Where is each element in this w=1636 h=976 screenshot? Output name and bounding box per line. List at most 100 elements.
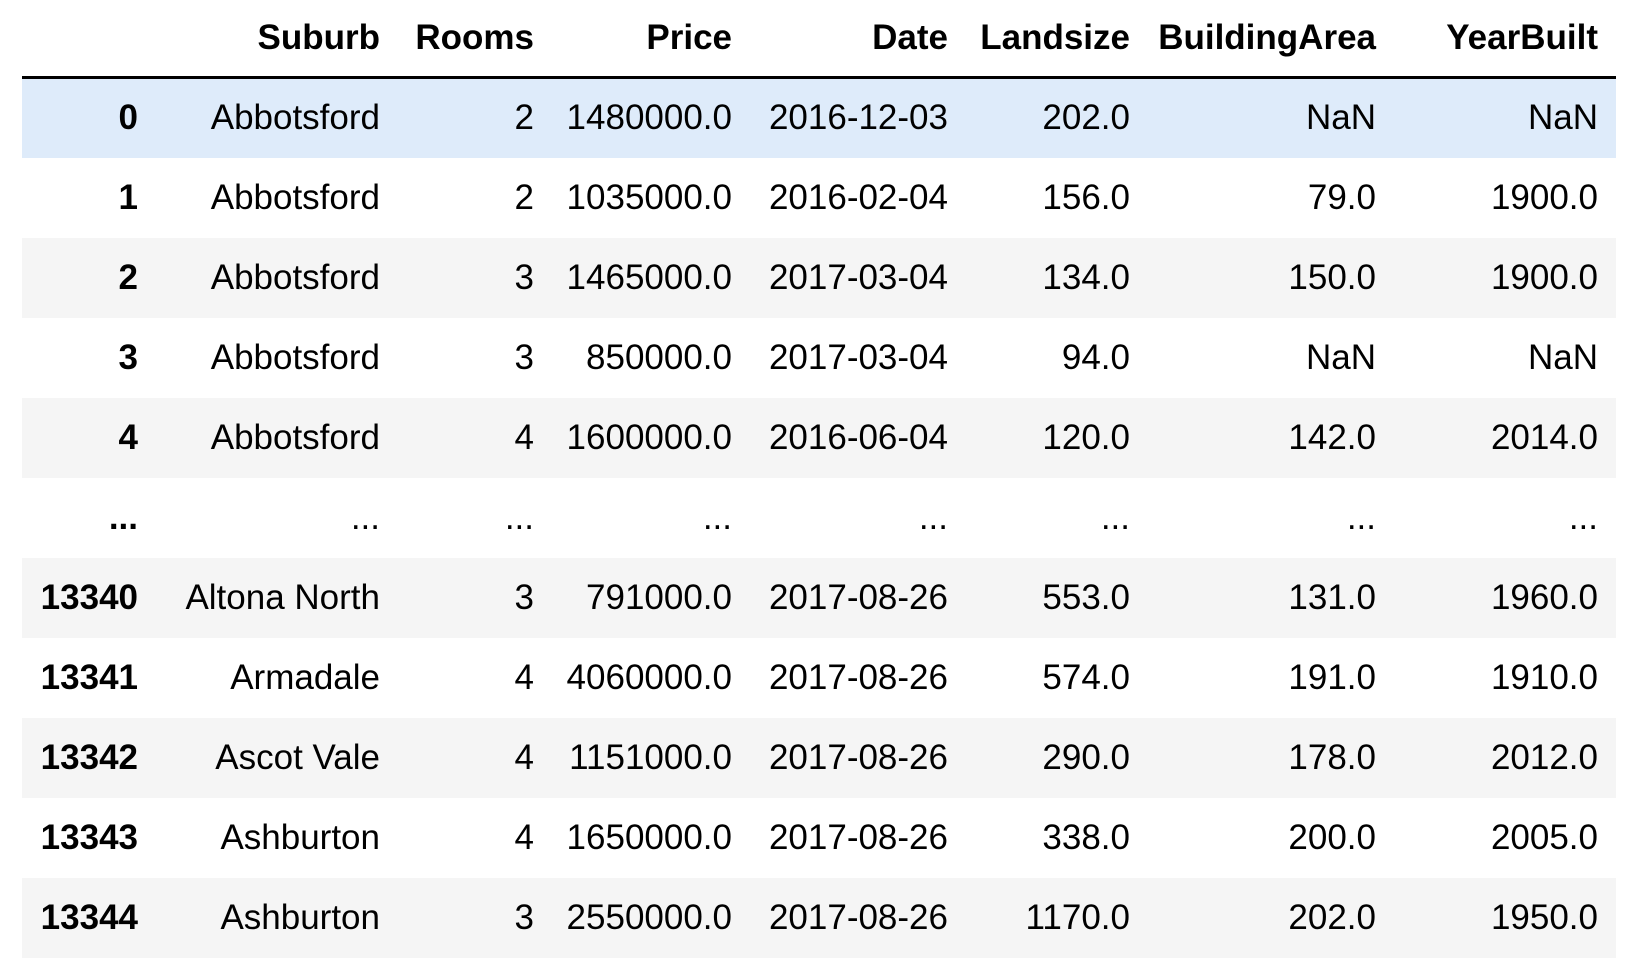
dataframe-output: Suburb Rooms Price Date Landsize Buildin… (22, 0, 1616, 958)
cell-rooms: 4 (514, 817, 534, 857)
dataframe-table: Suburb Rooms Price Date Landsize Buildin… (22, 0, 1616, 958)
cell-price: 1465000.0 (566, 257, 732, 297)
cell-buildingarea: 142.0 (1288, 417, 1376, 457)
cell-landsize: 553.0 (1042, 577, 1130, 617)
cell-yearbuilt: 2012.0 (1490, 737, 1598, 777)
cell-landsize: 120.0 (1042, 417, 1130, 457)
header-row: Suburb Rooms Price Date Landsize Buildin… (22, 0, 1616, 79)
cell-yearbuilt: 1900.0 (1490, 257, 1598, 297)
cell-buildingarea: 200.0 (1288, 817, 1376, 857)
cell-buildingarea: 191.0 (1288, 657, 1376, 697)
cell-suburb: Abbotsford (210, 257, 380, 297)
cell-date: ... (918, 497, 948, 537)
cell-landsize: 134.0 (1042, 257, 1130, 297)
row-index: 13344 (40, 897, 138, 937)
cell-date: 2017-03-04 (768, 257, 948, 297)
cell-yearbuilt: 1950.0 (1490, 897, 1598, 937)
cell-landsize: 574.0 (1042, 657, 1130, 697)
cell-buildingarea: 131.0 (1288, 577, 1376, 617)
cell-date: 2017-08-26 (768, 577, 948, 617)
cell-date: 2017-08-26 (768, 897, 948, 937)
cell-buildingarea: 178.0 (1288, 737, 1376, 777)
cell-rooms: 2 (514, 98, 534, 138)
cell-rooms: 2 (514, 177, 534, 217)
cell-price: 1151000.0 (569, 737, 732, 777)
cell-yearbuilt: NaN (1527, 337, 1598, 377)
column-header-buildingarea: BuildingArea (1148, 0, 1394, 79)
cell-suburb: Altona North (185, 577, 380, 617)
table-row: 0 Abbotsford 2 1480000.0 2016-12-03 202.0 NaN N… (22, 77, 1616, 158)
cell-landsize: 290.0 (1042, 737, 1130, 777)
table-row: 13341 Armadale 4 4060000.0 2017-08-26 574.0 19… (22, 638, 1616, 718)
cell-suburb: Abbotsford (210, 98, 380, 138)
cell-buildingarea: 79.0 (1307, 177, 1376, 217)
cell-buildingarea: NaN (1305, 337, 1376, 377)
table-row: ........................ (22, 478, 1616, 558)
row-index: 2 (118, 257, 138, 297)
cell-rooms: 3 (514, 257, 534, 297)
cell-date: 2016-06-04 (768, 417, 948, 457)
cell-suburb: Ashburton (220, 817, 380, 857)
cell-landsize: 1170.0 (1025, 897, 1130, 937)
cell-date: 2017-08-26 (768, 817, 948, 857)
cell-price: 850000.0 (586, 337, 732, 377)
column-header-yearbuilt: YearBuilt (1394, 0, 1616, 79)
cell-rooms: 4 (514, 737, 534, 777)
table-row: 4 Abbotsford 4 1600000.0 2016-06-04 120.0 142.… (22, 397, 1616, 478)
row-index: 13341 (40, 657, 138, 697)
cell-rooms: 3 (514, 337, 534, 377)
row-index: 13340 (40, 577, 138, 617)
cell-suburb: Abbotsford (210, 177, 380, 217)
row-index: 1 (118, 177, 138, 217)
row-index: 4 (118, 417, 138, 457)
cell-date: 2017-08-26 (768, 657, 948, 697)
table-row: 13340 Altona North 3 791000.0 2017-08-26 553.… (22, 557, 1616, 638)
cell-yearbuilt: 2005.0 (1490, 817, 1598, 857)
table-row: 13344 Ashburton 3 2550000.0 2017-08-26 1170.0… (22, 877, 1616, 958)
cell-buildingarea: 150.0 (1288, 257, 1376, 297)
row-index: 0 (118, 98, 138, 138)
cell-date: 2016-12-03 (768, 98, 948, 138)
cell-yearbuilt: 1960.0 (1490, 577, 1598, 617)
table-row: 2 Abbotsford 3 1465000.0 2017-03-04 134.0 150.… (22, 237, 1616, 318)
cell-price: ... (702, 497, 732, 537)
column-header-suburb: Suburb (156, 0, 398, 79)
cell-date: 2017-08-26 (768, 737, 948, 777)
cell-suburb: Abbotsford (210, 417, 380, 457)
cell-yearbuilt: 2014.0 (1490, 417, 1598, 457)
table-row: 13343 Ashburton 4 1650000.0 2017-08-26 338.0 2… (22, 798, 1616, 878)
table-row: 3 Abbotsford 3 850000.0 2017-03-04 94.0 NaN NaN (22, 318, 1616, 398)
cell-landsize: ... (1100, 497, 1130, 537)
cell-date: 2017-03-04 (768, 337, 948, 377)
cell-suburb: Abbotsford (210, 337, 380, 377)
table-row: 13342 Ascot Vale 4 1151000.0 2017-08-26 290.0… (22, 717, 1616, 798)
cell-yearbuilt: 1900.0 (1490, 177, 1598, 217)
cell-yearbuilt: ... (1568, 497, 1598, 537)
cell-suburb: Armadale (230, 657, 380, 697)
cell-yearbuilt: NaN (1527, 98, 1598, 138)
table-row: 1 Abbotsford 2 1035000.0 2016-02-04 156.0 79.0… (22, 158, 1616, 238)
cell-landsize: 202.0 (1042, 98, 1130, 138)
cell-suburb: Ascot Vale (215, 737, 380, 777)
row-index: 13343 (40, 817, 138, 857)
cell-price: 1600000.0 (566, 417, 732, 457)
cell-rooms: 3 (514, 897, 534, 937)
cell-price: 2550000.0 (566, 897, 732, 937)
column-header-date: Date (750, 0, 966, 79)
cell-rooms: ... (504, 497, 534, 537)
cell-landsize: 338.0 (1042, 817, 1130, 857)
cell-price: 791000.0 (586, 577, 732, 617)
column-header-index (22, 0, 156, 79)
cell-buildingarea: ... (1346, 497, 1376, 537)
column-header-landsize: Landsize (966, 0, 1148, 79)
cell-price: 1480000.0 (566, 98, 732, 138)
cell-buildingarea: 202.0 (1288, 897, 1376, 937)
cell-suburb: ... (350, 497, 380, 537)
cell-landsize: 156.0 (1042, 177, 1130, 217)
cell-price: 1035000.0 (566, 177, 732, 217)
cell-price: 1650000.0 (566, 817, 732, 857)
cell-rooms: 4 (514, 417, 534, 457)
cell-date: 2016-02-04 (768, 177, 948, 217)
table-body: 0 Abbotsford 2 1480000.0 2016-12-03 202.0 NaN N… (22, 77, 1616, 958)
column-header-price: Price (552, 0, 750, 79)
